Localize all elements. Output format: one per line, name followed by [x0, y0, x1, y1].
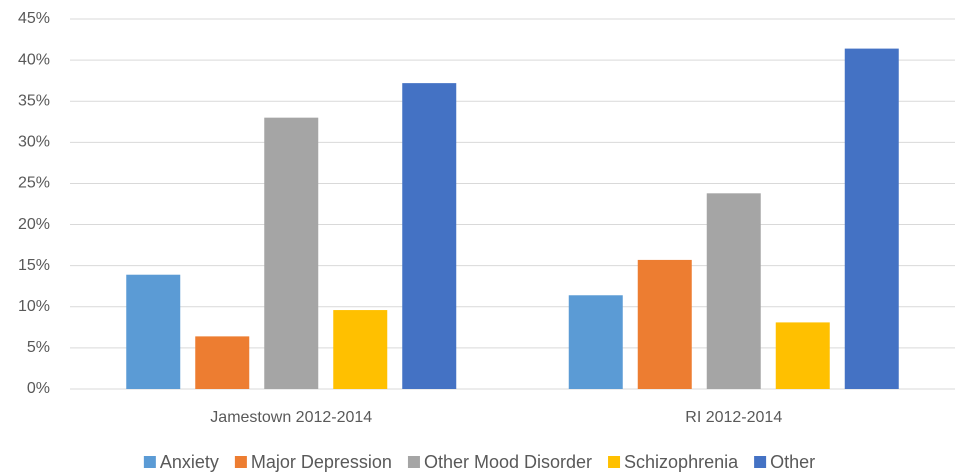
legend-label: Other Mood Disorder [424, 452, 592, 472]
y-tick-label: 10% [18, 298, 50, 315]
y-tick-label: 0% [27, 380, 50, 397]
y-tick-label: 40% [18, 51, 50, 68]
bar [844, 48, 899, 389]
legend-swatch [143, 456, 156, 468]
y-tick-label: 35% [18, 92, 50, 109]
y-tick-label: 5% [27, 339, 50, 356]
legend-label: Anxiety [160, 452, 219, 472]
bar [195, 336, 250, 389]
bar [402, 83, 457, 389]
legend-swatch [234, 456, 247, 468]
bar [126, 274, 181, 389]
y-tick-label: 45% [18, 10, 50, 27]
y-tick-label: 20% [18, 216, 50, 233]
y-tick-label: 15% [18, 257, 50, 274]
y-tick-label: 30% [18, 134, 50, 151]
x-tick-label: Jamestown 2012-2014 [210, 409, 372, 426]
legend-label: Other [770, 452, 815, 472]
bar [706, 193, 761, 389]
legend: Anxiety Major Depression Other Mood Disord… [143, 452, 815, 472]
bar [775, 322, 830, 389]
bar [333, 310, 388, 389]
legend-label: Schizophrenia [624, 452, 739, 472]
bar [264, 117, 319, 390]
legend-label: Major Depression [251, 452, 392, 472]
legend-swatch [754, 456, 767, 468]
bar [568, 295, 623, 389]
bar [637, 259, 692, 389]
legend-swatch [407, 456, 420, 468]
x-tick-label: RI 2012-2014 [685, 409, 782, 426]
legend-swatch [608, 456, 621, 468]
y-tick-label: 25% [18, 175, 50, 192]
